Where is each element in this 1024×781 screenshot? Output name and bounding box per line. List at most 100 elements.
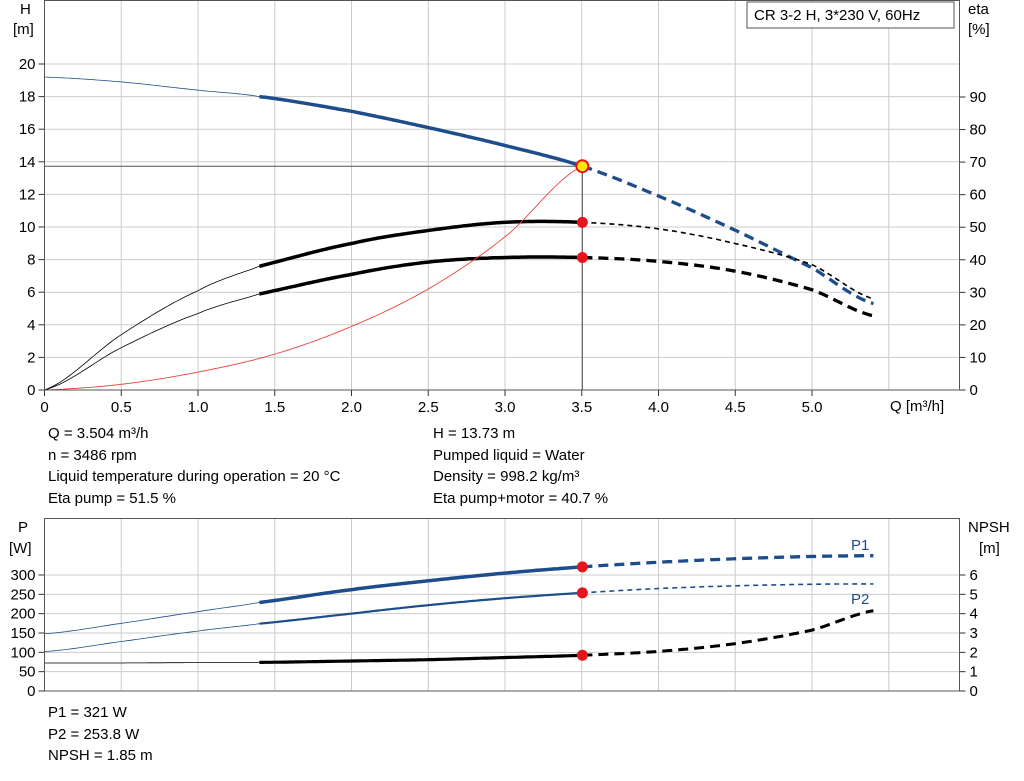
x-tick-label: 4.0: [648, 399, 669, 416]
y-left-tick-label: 16: [19, 121, 36, 138]
y-right-tick-label: 50: [970, 219, 987, 236]
y-right-tick-label: 60: [970, 187, 987, 204]
curve-thin-segment: [44, 623, 260, 652]
y-right-tick-label: 5: [970, 586, 978, 603]
q-axis-label: Q [m³/h]: [890, 398, 944, 415]
y-left-tick-label: 4: [27, 317, 35, 334]
x-tick-label: 2.5: [418, 399, 439, 416]
y-right-tick-label: 30: [970, 284, 987, 301]
npsh-axis-unit: [m]: [979, 540, 1000, 557]
x-tick-label: 4.5: [725, 399, 746, 416]
curve-solid-segment: [259, 255, 583, 296]
x-tick-label: 0.5: [111, 399, 132, 416]
y-right-tick-label: 80: [970, 122, 987, 139]
p1-text: P1 = 321 W: [48, 704, 127, 721]
curve-thin-segment: [44, 76, 260, 97]
top-plot-frame: [44, 0, 960, 391]
y-right-tick-label: 90: [970, 89, 987, 106]
y-left-tick-label: 14: [19, 154, 36, 171]
duty-point-p1-marker: [576, 561, 588, 573]
curve-thin-segment: [44, 662, 260, 664]
y-right-tick-label: 40: [970, 252, 987, 269]
curve-solid-segment: [259, 591, 583, 625]
head-text: H = 13.73 m: [433, 425, 516, 442]
p-axis-label: P: [18, 519, 28, 536]
curve-dashed-segment: [582, 554, 874, 569]
x-tick-label: 1.0: [188, 399, 209, 416]
y-left-tick-label: 300: [10, 567, 35, 584]
y-left-tick-label: 10: [19, 219, 36, 236]
bottom-plot-frame: [44, 518, 960, 692]
p2-series-label: P2: [851, 591, 869, 608]
y-left-tick-label: 0: [27, 683, 35, 700]
y-right-tick-label: 0: [970, 382, 978, 399]
eta-total-text: Eta pump+motor = 40.7 %: [433, 489, 609, 507]
eta-pump-text: Eta pump = 51.5 %: [48, 489, 176, 507]
title-box: [746, 1, 955, 29]
y-right-tick-label: 3: [970, 625, 978, 642]
curve-dashed-segment: [582, 609, 874, 657]
x-tick-label: 5.0: [802, 399, 823, 416]
y-left-tick-label: 6: [27, 284, 35, 301]
y-left-tick-label: 200: [10, 606, 35, 623]
duty-point-p2-marker: [576, 587, 588, 599]
y-left-tick-label: 0: [27, 382, 35, 399]
y-right-tick-label: 1: [970, 664, 978, 681]
y-left-tick-label: 150: [10, 625, 35, 642]
p1-series-label: P1: [851, 537, 869, 554]
flow-rate-text: Q = 3.504 m³/h: [48, 425, 149, 442]
y-right-tick-label: 70: [970, 154, 987, 171]
x-tick-label: 0: [40, 399, 48, 416]
tick-marks: [38, 63, 966, 692]
curve-thin-segment: [44, 293, 260, 391]
curve-thin-segment: [44, 265, 260, 391]
curve-solid-segment: [259, 653, 583, 664]
x-tick-label: 3.0: [495, 399, 516, 416]
y-right-tick-label: 10: [970, 349, 987, 366]
curve-dashed-segment: [582, 583, 874, 594]
y-left-tick-label: 250: [10, 586, 35, 603]
h-axis-label: H: [20, 1, 31, 18]
duty-point-markers: [575, 159, 590, 661]
duty-info-right: H = 13.73 m Pumped liquid = Water Densit…: [433, 423, 608, 509]
y-left-tick-label: 2: [27, 349, 35, 366]
x-tick-label: 2.0: [341, 399, 362, 416]
y-right-tick-label: 2: [970, 644, 978, 661]
curve-dashed-segment: [582, 255, 874, 318]
npsh-text: NPSH = 1.85 m: [48, 747, 153, 764]
h-axis-unit: [m]: [13, 21, 34, 38]
tick-labels: 0246810121416182001020304050607080900501…: [10, 56, 986, 700]
power-info: P1 = 321 W P2 = 253.8 W NPSH = 1.85 m: [48, 702, 153, 767]
curve-solid-segment: [259, 565, 583, 605]
curve-thin-segment: [44, 602, 260, 635]
curve-dashed-segment: [582, 221, 874, 300]
y-left-tick-label: 12: [19, 186, 36, 203]
x-tick-label: 3.5: [571, 399, 592, 416]
title-box-text: CR 3-2 H, 3*230 V, 60Hz: [754, 7, 920, 24]
y-right-tick-label: 6: [970, 567, 978, 584]
speed-text: n = 3486 rpm: [48, 446, 137, 464]
eta-axis-unit: [%]: [968, 21, 990, 38]
duty-point-head-marker: [575, 159, 590, 174]
liquid-temp-text: Liquid temperature during operation = 20…: [48, 468, 341, 485]
y-left-tick-label: 50: [19, 664, 36, 681]
y-left-tick-label: 20: [19, 56, 36, 73]
y-left-tick-label: 18: [19, 89, 36, 106]
y-left-tick-label: 8: [27, 252, 35, 269]
npsh-axis-label: NPSH: [968, 519, 1010, 536]
duty-point-eta-pump-marker: [576, 216, 588, 228]
y-right-tick-label: 20: [970, 317, 987, 334]
density-text: Density = 998.2 kg/m³: [433, 468, 580, 485]
curve-series: [44, 76, 874, 664]
efficiency-curve-line: [44, 165, 583, 391]
x-tick-label: 1.5: [264, 399, 285, 416]
duty-point-npsh-marker: [576, 649, 588, 661]
duty-point-eta-total-marker: [576, 251, 588, 263]
p2-text: P2 = 253.8 W: [48, 725, 140, 743]
curve-solid-segment: [258, 219, 583, 268]
y-right-tick-label: 0: [970, 683, 978, 700]
duty-info-left: Q = 3.504 m³/h n = 3486 rpm Liquid tempe…: [48, 423, 340, 509]
y-left-tick-label: 100: [10, 644, 35, 661]
eta-axis-label: eta: [968, 1, 990, 18]
